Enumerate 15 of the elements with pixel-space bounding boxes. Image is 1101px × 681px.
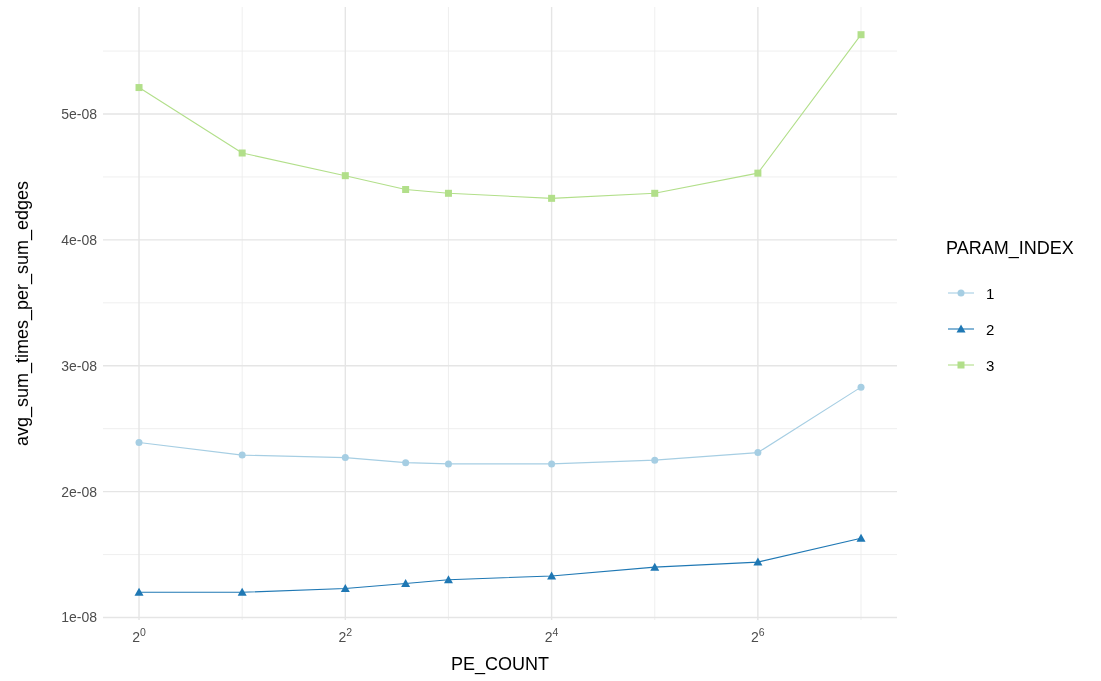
x-axis-title: PE_COUNT	[450, 654, 550, 675]
legend-label: 1	[986, 285, 995, 302]
x-tick-label: 2$^{2}$	[338, 626, 353, 645]
x-tick-label: 2$^{0}$	[132, 626, 146, 645]
y-tick-label: 4e-08	[61, 231, 98, 248]
y-axis-title: avg_sum_times_per_sum_edges	[12, 180, 33, 447]
legend-label: 3	[986, 357, 995, 374]
y-tick-label: 2e-08	[61, 483, 98, 500]
y-tick-label: 3e-08	[61, 357, 98, 374]
y-tick-label: 5e-08	[61, 105, 98, 122]
x-tick-label: 2$^{6}$	[751, 626, 765, 645]
y-tick-label: 1e-08	[61, 609, 98, 626]
legend-title: PARAM_INDEX	[946, 238, 1074, 259]
legend-label: 2	[986, 321, 995, 338]
x-tick-label: 2$^{4}$	[544, 626, 559, 645]
